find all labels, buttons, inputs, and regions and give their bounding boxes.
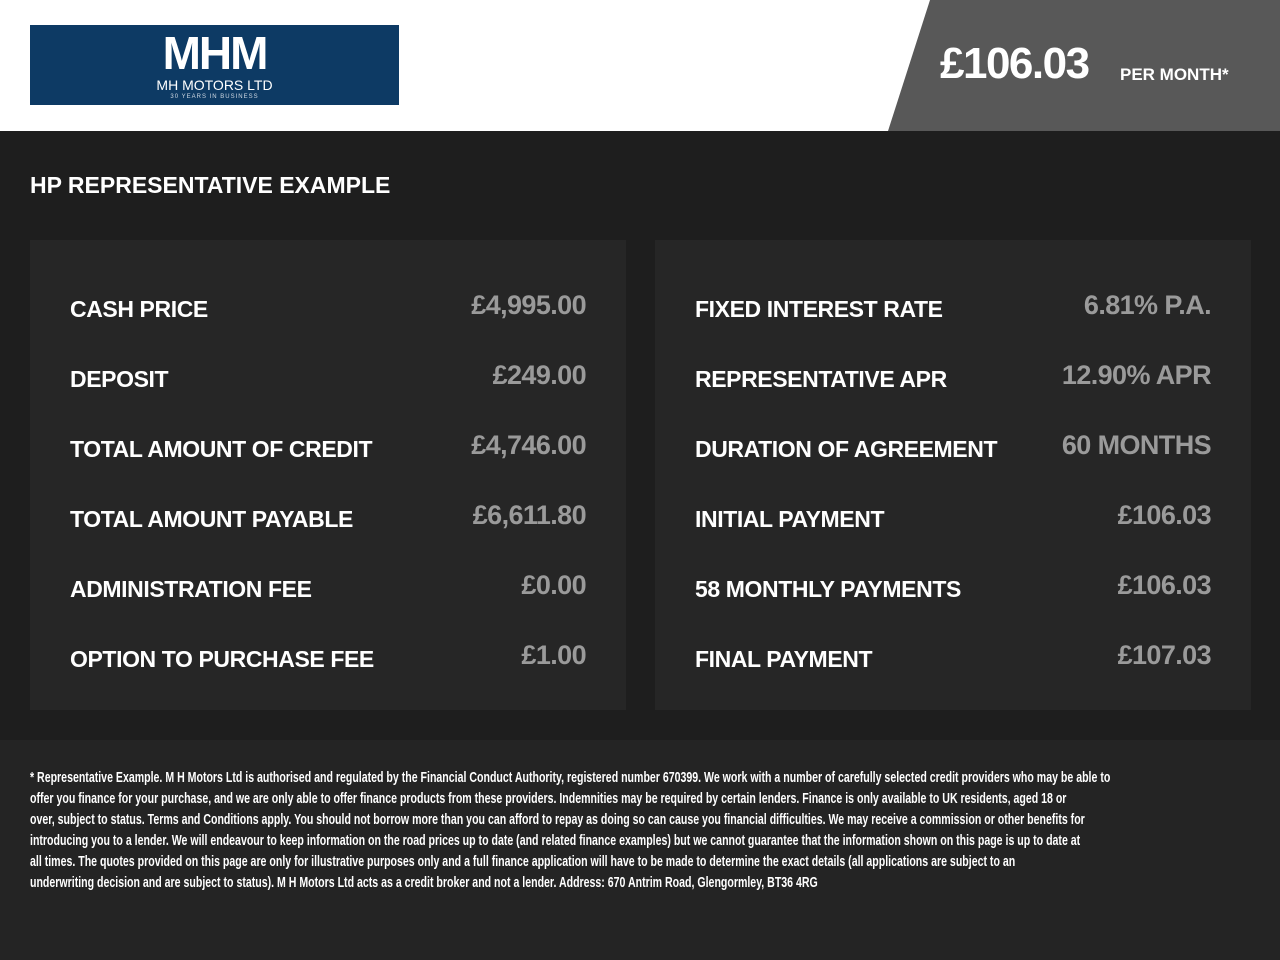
finance-row: TOTAL AMOUNT PAYABLE £6,611.80	[70, 498, 587, 538]
finance-label: FIXED INTEREST RATE	[695, 296, 943, 322]
per-month-label: PER MONTH*	[1120, 65, 1229, 84]
disclaimer-line: over, subject to status. Terms and Condi…	[30, 812, 1085, 828]
section-heading: HP REPRESENTATIVE EXAMPLE	[30, 172, 391, 198]
finance-value: £106.03	[1117, 500, 1212, 530]
finance-value: £107.03	[1117, 640, 1212, 670]
disclaimer-line: * Representative Example. M H Motors Ltd…	[30, 770, 1111, 786]
finance-label: INITIAL PAYMENT	[695, 506, 885, 532]
finance-row: REPRESENTATIVE APR 12.90% APR	[695, 358, 1212, 398]
finance-value: 12.90% APR	[1061, 360, 1212, 390]
finance-label: DEPOSIT	[70, 366, 169, 392]
finance-label: 58 MONTHLY PAYMENTS	[695, 576, 961, 602]
finance-row: FIXED INTEREST RATE 6.81% P.A.	[695, 288, 1212, 328]
disclaimer-line: offer you finance for your purchase, and…	[30, 791, 1067, 807]
finance-row: FINAL PAYMENT £107.03	[695, 638, 1212, 678]
finance-label: FINAL PAYMENT	[695, 646, 873, 672]
logo-name: MH MOTORS LTD	[156, 77, 273, 93]
finance-value: 6.81% P.A.	[1083, 290, 1212, 320]
finance-value: £106.03	[1117, 570, 1212, 600]
finance-row: INITIAL PAYMENT £106.03	[695, 498, 1212, 538]
finance-value: £0.00	[521, 570, 586, 600]
disclaimer-line: underwriting decision and are subject to…	[30, 875, 818, 891]
mh-motors-logo[interactable]: MHM MH MOTORS LTD 30 YEARS IN BUSINESS	[30, 25, 399, 105]
finance-row: ADMINISTRATION FEE £0.00	[70, 568, 587, 608]
finance-row: DURATION OF AGREEMENT 60 MONTHS	[695, 428, 1212, 468]
finance-row: CASH PRICE £4,995.00	[70, 288, 587, 328]
finance-label: REPRESENTATIVE APR	[695, 366, 947, 392]
finance-row: TOTAL AMOUNT OF CREDIT £4,746.00	[70, 428, 587, 468]
finance-label: TOTAL AMOUNT PAYABLE	[70, 506, 353, 532]
finance-value: £1.00	[521, 640, 586, 670]
finance-value: £4,995.00	[471, 290, 586, 320]
disclaimer-line: all times. The quotes provided on this p…	[30, 854, 1016, 870]
finance-label: TOTAL AMOUNT OF CREDIT	[70, 436, 373, 462]
monthly-price: £106.03	[940, 39, 1090, 88]
logo-mark: MHM	[162, 27, 269, 79]
finance-row: OPTION TO PURCHASE FEE £1.00	[70, 638, 587, 678]
finance-label: CASH PRICE	[70, 296, 208, 322]
finance-panel-right: FIXED INTEREST RATE 6.81% P.A. REPRESENTAT…	[655, 240, 1251, 710]
finance-value: £6,611.80	[472, 500, 587, 530]
finance-value: £249.00	[492, 360, 587, 390]
finance-value: £4,746.00	[471, 430, 586, 460]
disclaimer-line: introducing you to a lender. We will end…	[30, 833, 1081, 849]
finance-row: 58 MONTHLY PAYMENTS £106.03	[695, 568, 1212, 608]
monthly-price-box	[888, 0, 1280, 131]
finance-value: 60 MONTHS	[1061, 430, 1212, 460]
finance-panel-left: CASH PRICE £4,995.00 DEPOSIT £249.00 TOTAL A…	[30, 240, 626, 710]
finance-row: DEPOSIT £249.00	[70, 358, 587, 398]
finance-label: DURATION OF AGREEMENT	[695, 436, 998, 462]
finance-label: ADMINISTRATION FEE	[70, 576, 312, 602]
disclaimer: * Representative Example. M H Motors Ltd…	[0, 740, 1280, 960]
finance-label: OPTION TO PURCHASE FEE	[70, 646, 374, 672]
logo-tagline: 30 YEARS IN BUSINESS	[170, 94, 259, 100]
